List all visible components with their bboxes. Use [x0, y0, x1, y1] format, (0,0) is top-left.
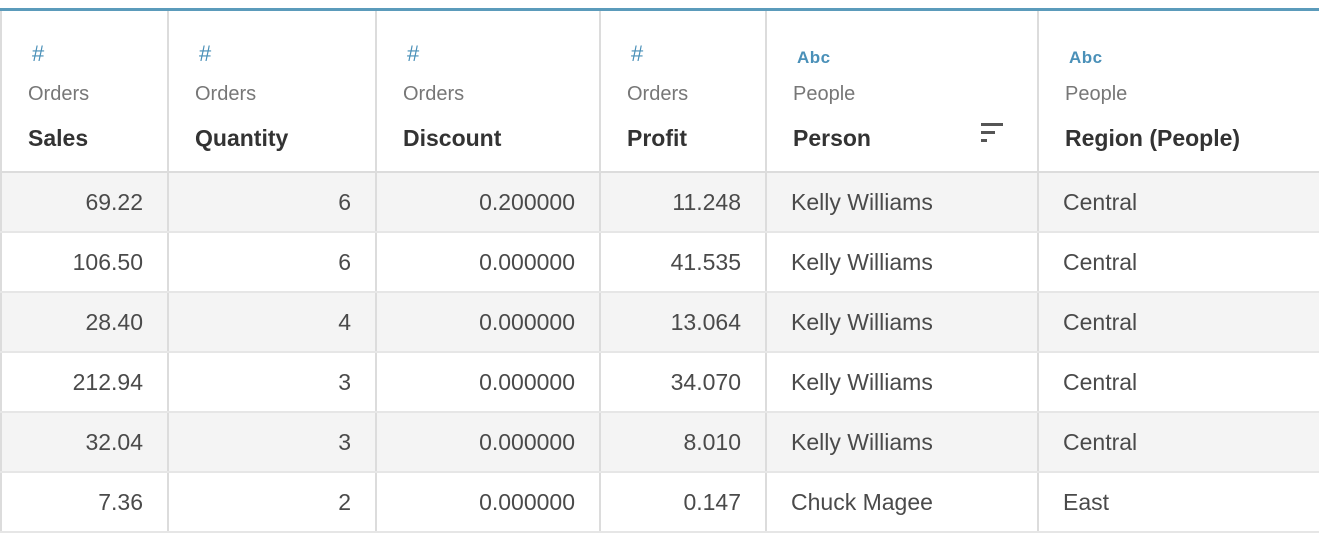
column-field-name[interactable]: Discount	[403, 125, 502, 151]
string-type-icon[interactable]: Abc	[797, 48, 831, 67]
sort-bar	[981, 131, 995, 134]
cell-discount[interactable]: 0.000000	[376, 232, 601, 293]
cell-region[interactable]: Central	[1038, 412, 1319, 473]
cell-discount[interactable]: 0.000000	[376, 472, 601, 533]
cell-sales[interactable]: 28.40	[0, 292, 169, 353]
cell-discount[interactable]: 0.000000	[376, 412, 601, 473]
column-source-label: People	[793, 83, 856, 105]
cell-person[interactable]: Kelly Williams	[766, 292, 1039, 353]
cell-quantity[interactable]: 2	[168, 472, 377, 533]
cell-region[interactable]: Central	[1038, 232, 1319, 293]
column-header-region[interactable]: Abc People Region (People)	[1038, 11, 1319, 173]
column-field-name[interactable]: Region (People)	[1065, 125, 1241, 151]
cell-profit[interactable]: 11.248	[600, 172, 767, 233]
column-header-quantity[interactable]: # Orders Quantity	[168, 11, 377, 173]
cell-region[interactable]: Central	[1038, 292, 1319, 353]
column-source-label: Orders	[403, 83, 465, 105]
cell-quantity[interactable]: 4	[168, 292, 377, 353]
header-row: # Orders Sales # Orders Quantity # Order…	[0, 11, 1319, 173]
cell-quantity[interactable]: 3	[168, 412, 377, 473]
cell-profit[interactable]: 13.064	[600, 292, 767, 353]
number-type-icon[interactable]: #	[32, 41, 45, 66]
column-header-sales[interactable]: # Orders Sales	[0, 11, 169, 173]
cell-person[interactable]: Kelly Williams	[766, 172, 1039, 233]
data-table: # Orders Sales # Orders Quantity # Order…	[0, 11, 1319, 533]
table-row: 7.36 2 0.000000 0.147 Chuck Magee East	[0, 472, 1319, 533]
column-source-label: Orders	[195, 83, 257, 105]
grid-top-accent-bar	[0, 8, 1319, 11]
column-field-name[interactable]: Person	[793, 125, 871, 151]
column-field-name[interactable]: Profit	[627, 125, 688, 151]
cell-sales[interactable]: 69.22	[0, 172, 169, 233]
cell-person[interactable]: Kelly Williams	[766, 352, 1039, 413]
cell-profit[interactable]: 0.147	[600, 472, 767, 533]
cell-region[interactable]: Central	[1038, 352, 1319, 413]
column-field-name[interactable]: Quantity	[195, 125, 289, 151]
number-type-icon[interactable]: #	[631, 41, 644, 66]
cell-profit[interactable]: 34.070	[600, 352, 767, 413]
column-source-label: Orders	[28, 83, 90, 105]
sort-bar	[981, 139, 987, 142]
cell-quantity[interactable]: 6	[168, 232, 377, 293]
table-row: 212.94 3 0.000000 34.070 Kelly Williams …	[0, 352, 1319, 413]
table-row: 32.04 3 0.000000 8.010 Kelly Williams Ce…	[0, 412, 1319, 473]
sort-icon[interactable]	[981, 123, 1003, 145]
cell-quantity[interactable]: 6	[168, 172, 377, 233]
number-type-icon[interactable]: #	[407, 41, 420, 66]
cell-profit[interactable]: 8.010	[600, 412, 767, 473]
cell-discount[interactable]: 0.200000	[376, 172, 601, 233]
table-row: 106.50 6 0.000000 41.535 Kelly Williams …	[0, 232, 1319, 293]
string-type-icon[interactable]: Abc	[1069, 48, 1103, 67]
cell-sales[interactable]: 106.50	[0, 232, 169, 293]
sort-bar	[981, 123, 1003, 126]
cell-person[interactable]: Kelly Williams	[766, 412, 1039, 473]
table-row: 28.40 4 0.000000 13.064 Kelly Williams C…	[0, 292, 1319, 353]
column-header-discount[interactable]: # Orders Discount	[376, 11, 601, 173]
number-type-icon[interactable]: #	[199, 41, 212, 66]
column-field-name[interactable]: Sales	[28, 125, 89, 151]
cell-quantity[interactable]: 3	[168, 352, 377, 413]
column-header-person[interactable]: Abc People Person	[766, 11, 1039, 173]
table-row: 69.22 6 0.200000 11.248 Kelly Williams C…	[0, 172, 1319, 233]
column-header-profit[interactable]: # Orders Profit	[600, 11, 767, 173]
cell-region[interactable]: East	[1038, 472, 1319, 533]
cell-sales[interactable]: 212.94	[0, 352, 169, 413]
cell-region[interactable]: Central	[1038, 172, 1319, 233]
cell-person[interactable]: Chuck Magee	[766, 472, 1039, 533]
cell-profit[interactable]: 41.535	[600, 232, 767, 293]
cell-discount[interactable]: 0.000000	[376, 352, 601, 413]
cell-discount[interactable]: 0.000000	[376, 292, 601, 353]
cell-person[interactable]: Kelly Williams	[766, 232, 1039, 293]
column-source-label: Orders	[627, 83, 689, 105]
cell-sales[interactable]: 32.04	[0, 412, 169, 473]
column-source-label: People	[1065, 83, 1128, 105]
data-grid: # Orders Sales # Orders Quantity # Order…	[0, 11, 1319, 533]
cell-sales[interactable]: 7.36	[0, 472, 169, 533]
